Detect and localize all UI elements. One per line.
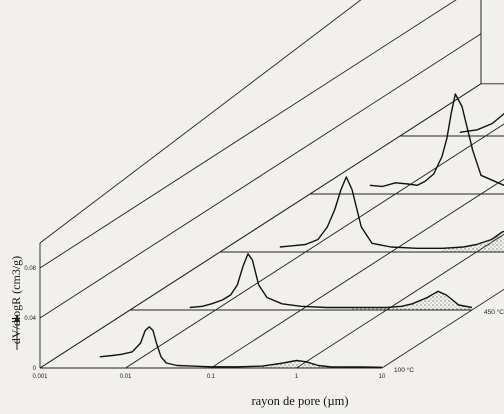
- x-axis-label: rayon de pore (µm): [251, 394, 348, 408]
- left-wall-level: [39, 83, 482, 369]
- left-top-edge: [39, 0, 362, 244]
- series-line-1: [189, 253, 473, 309]
- y-axis-arrow-head: [14, 314, 20, 322]
- x-tick-label: 0.001: [32, 374, 48, 380]
- series-line-3: [369, 93, 504, 188]
- y-tick-label: 0: [33, 366, 37, 372]
- decade-depth-line: [125, 123, 504, 369]
- decade-depth-line: [210, 178, 504, 369]
- series-line-2: [279, 176, 504, 249]
- x-tick-label: 0.1: [207, 374, 216, 380]
- stippled-area-2: [442, 231, 504, 252]
- stippled-area-0: [262, 360, 382, 368]
- x-tick-label: 10: [379, 374, 386, 380]
- left-wall-level: [39, 33, 482, 319]
- left-wall-level: [39, 0, 457, 269]
- x-tick-label: 0.01: [120, 374, 132, 380]
- y-tick-label: 0.08: [24, 266, 36, 272]
- series-label-0: 100 °C: [394, 366, 414, 374]
- decade-depth-line: [296, 233, 504, 369]
- stippled-area-1: [352, 291, 472, 310]
- series-line-4: [459, 112, 504, 133]
- x-tick-label: 1: [295, 374, 299, 380]
- series-label-1: 450 °C: [484, 308, 504, 316]
- decade-depth-line: [381, 288, 504, 369]
- y-tick-label: 0.04: [24, 316, 36, 322]
- y-axis-label: dV/dlogR (cm3/g): [9, 256, 23, 344]
- series-line-0: [99, 326, 383, 368]
